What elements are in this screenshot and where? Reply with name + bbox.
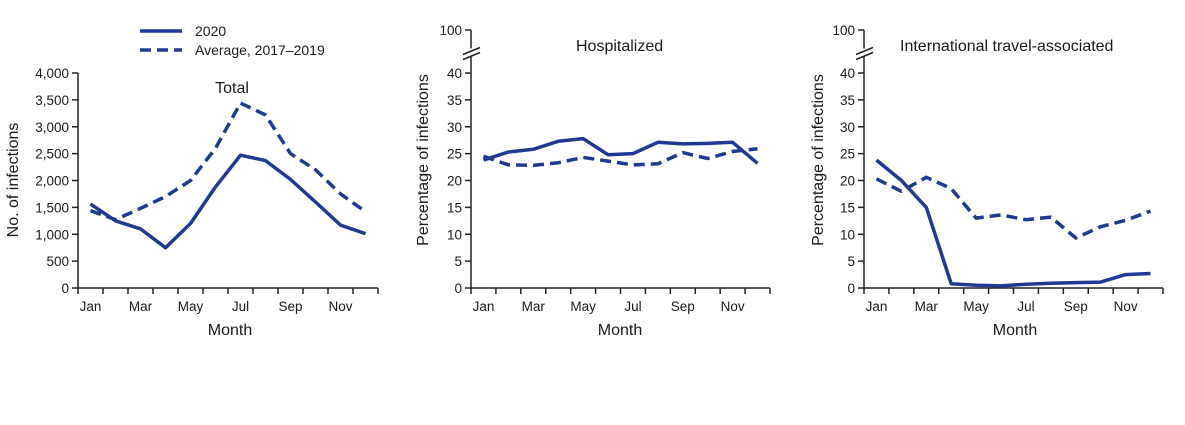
x-tick-label: May xyxy=(178,299,204,314)
y-tick-label: 1,000 xyxy=(35,227,69,242)
y-tick-label: 20 xyxy=(447,174,462,189)
y-tick-label: 20 xyxy=(840,174,855,189)
y-axis-label: Percentage of infections xyxy=(415,74,432,246)
y-tick-label: 500 xyxy=(46,254,69,269)
x-tick-label: Jul xyxy=(624,299,641,314)
axis-break-mark xyxy=(855,46,874,56)
x-tick-label: Sep xyxy=(278,299,302,314)
x-axis-label: Month xyxy=(208,322,252,339)
y-tick-label: 40 xyxy=(447,66,462,81)
y-tick-label: 0 xyxy=(61,281,69,296)
y-tick-label: 40 xyxy=(840,66,855,81)
x-tick-label: May xyxy=(963,299,989,314)
y-tick-label: 35 xyxy=(840,93,855,108)
x-tick-label: Mar xyxy=(522,299,546,314)
x-tick-label: Nov xyxy=(721,299,745,314)
x-tick-label: Mar xyxy=(129,299,153,314)
panel-title: Total xyxy=(215,80,249,97)
y-tick-label: 5 xyxy=(454,254,462,269)
x-tick-label: Jul xyxy=(232,299,249,314)
axes: 0 5 10 15 20 25 30 35 40 Jan Mar May Jul Sep Nov xyxy=(447,29,771,314)
axis-break-mark xyxy=(462,46,481,56)
y-tick-label: 5 xyxy=(847,254,855,269)
y-tick-label: 2,500 xyxy=(35,147,69,162)
panel-international-travel: International travel-associated Percenta… xyxy=(810,23,1164,339)
series-line-2020 xyxy=(875,158,1151,288)
x-tick-label: Jan xyxy=(866,299,888,314)
axis-break-gap xyxy=(463,48,481,57)
y-tick-label: 2,000 xyxy=(35,174,69,189)
y-tick-label: 3,000 xyxy=(35,120,69,135)
legend: 2020 Average, 2017–2019 xyxy=(140,23,325,58)
y-tick-label: 4,000 xyxy=(35,66,69,81)
x-tick-label: Nov xyxy=(328,299,352,314)
y-axis-label: Percentage of infections xyxy=(810,74,827,246)
y-tick-label: 10 xyxy=(447,227,462,242)
y-tick-label: 0 xyxy=(847,281,855,296)
y-tick-label: 1,500 xyxy=(35,200,69,215)
y-tick-label: 3,500 xyxy=(35,93,69,108)
y-tick-label: 15 xyxy=(840,200,855,215)
y-tick-label: 30 xyxy=(447,120,462,135)
series-line-2020 xyxy=(89,153,367,250)
y-axis-label: No. of infections xyxy=(5,123,22,238)
series-line-2020 xyxy=(482,136,759,165)
axis-break-top-label: 100 xyxy=(832,23,855,38)
x-axis-label: Month xyxy=(993,322,1037,339)
x-tick-label: Mar xyxy=(915,299,939,314)
x-axis-label: Month xyxy=(598,322,642,339)
x-tick-label: Sep xyxy=(671,299,695,314)
legend-label-2020: 2020 xyxy=(195,23,226,39)
y-tick-label: 15 xyxy=(447,200,462,215)
panel-total: Total No. of infections Month 0 500 1,000 1… xyxy=(5,66,379,339)
series-line-average xyxy=(89,101,367,222)
axes: 0 5 10 15 20 25 30 35 40 Jan Mar May Jul Sep Nov xyxy=(840,29,1164,314)
x-tick-label: Jan xyxy=(473,299,495,314)
y-tick-label: 35 xyxy=(447,93,462,108)
x-tick-label: Jul xyxy=(1017,299,1034,314)
series-line-average xyxy=(482,147,758,168)
x-tick-label: May xyxy=(570,299,596,314)
axis-break-mark xyxy=(855,51,874,61)
axes: 0 500 1,000 1,500 2,000 2,500 3,000 3,500 4,000 J… xyxy=(35,66,379,314)
y-tick-label: 30 xyxy=(840,120,855,135)
axis-break-mark xyxy=(462,51,481,61)
y-tick-label: 0 xyxy=(454,281,462,296)
axis-break-top-label: 100 xyxy=(439,23,462,38)
axis-break-gap xyxy=(856,48,874,57)
panel-hospitalized: Hospitalized Percentage of infections Mo… xyxy=(415,23,771,339)
panel-title: International travel-associated xyxy=(900,38,1113,55)
y-tick-label: 25 xyxy=(840,147,855,162)
y-tick-label: 25 xyxy=(447,147,462,162)
x-tick-label: Jan xyxy=(80,299,102,314)
y-tick-label: 10 xyxy=(840,227,855,242)
series-line-average xyxy=(875,175,1152,240)
x-tick-label: Sep xyxy=(1064,299,1088,314)
legend-label-average: Average, 2017–2019 xyxy=(195,42,325,58)
panel-title: Hospitalized xyxy=(576,38,663,55)
x-tick-label: Nov xyxy=(1114,299,1138,314)
